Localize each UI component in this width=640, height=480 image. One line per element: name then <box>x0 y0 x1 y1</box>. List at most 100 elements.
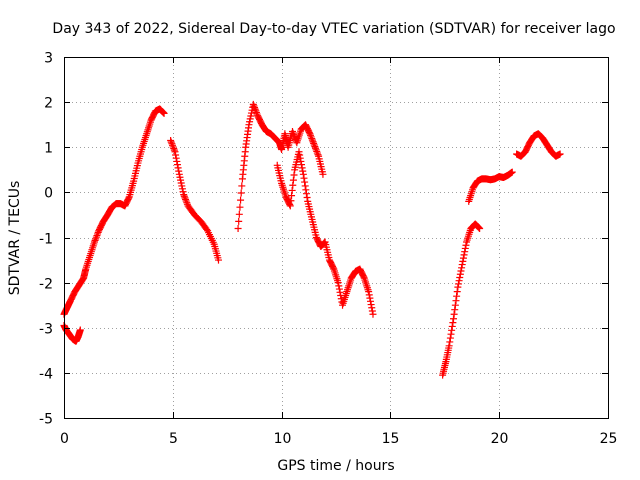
y-tick-label: -5 <box>39 412 53 428</box>
data-point-interp <box>307 133 315 141</box>
series-arc-4 <box>234 100 327 232</box>
data-point-interp <box>335 285 343 293</box>
data-point-interp <box>453 288 461 296</box>
data-point-interp <box>173 157 181 165</box>
data-point <box>90 238 98 246</box>
data-point-interp <box>236 203 244 211</box>
x-tick-label: 20 <box>491 431 509 447</box>
data-point-interp <box>252 108 260 116</box>
data-point-interp <box>311 143 319 151</box>
data-point <box>310 141 318 149</box>
data-point-interp <box>237 196 245 204</box>
series-arc-8 <box>513 130 564 160</box>
data-point-interp <box>296 151 304 159</box>
data-point-interp <box>159 109 167 117</box>
data-point-interp <box>289 176 297 184</box>
data-point-interp <box>288 192 296 200</box>
data-point-interp <box>172 154 180 162</box>
data-point <box>76 326 84 334</box>
data-point-interp <box>313 149 321 157</box>
data-point-interp <box>299 167 307 175</box>
y-tick-label: -3 <box>39 322 53 338</box>
data-point <box>365 288 373 296</box>
data-point <box>167 136 175 144</box>
y-tick-labels: 3 2 1 0 -1 -2 -3 -4 -5 <box>39 51 53 428</box>
data-point-interp <box>92 233 100 241</box>
data-point-interp <box>302 186 310 194</box>
data-point-interp <box>455 277 463 285</box>
data-point-interp <box>174 164 182 172</box>
data-point-interp <box>457 267 465 275</box>
data-point-interp <box>159 108 167 116</box>
data-point-interp <box>451 306 459 314</box>
data-point <box>214 256 222 264</box>
x-tick-label: 15 <box>382 431 400 447</box>
data-point <box>288 127 296 135</box>
data-point <box>450 315 458 323</box>
data-point-interp <box>449 319 457 327</box>
data-point-interp <box>461 248 469 256</box>
data-point-interp <box>172 151 180 159</box>
data-point-interp <box>250 102 258 110</box>
data-point-interp <box>302 190 310 198</box>
data-point-interp <box>360 273 368 281</box>
y-tick-label: 0 <box>44 186 53 202</box>
data-point <box>234 224 242 232</box>
data-point-interp <box>474 223 482 231</box>
x-tick-label: 5 <box>169 431 178 447</box>
data-points <box>60 100 564 379</box>
x-tick-label: 25 <box>600 431 618 447</box>
data-point-interp <box>366 294 374 302</box>
data-point-interp <box>173 161 181 169</box>
data-point <box>334 279 342 287</box>
data-point-interp <box>329 264 337 272</box>
data-point <box>299 170 307 178</box>
data-point <box>369 310 377 318</box>
data-point-interp <box>448 322 456 330</box>
series-arc-1 <box>60 321 84 345</box>
x-tick-labels: 0 5 10 15 20 25 <box>60 431 617 447</box>
data-point-interp <box>301 182 309 190</box>
y-tick-label: 1 <box>44 141 53 157</box>
data-point-interp <box>310 139 318 147</box>
data-point-interp <box>303 194 311 202</box>
data-point-interp <box>298 164 306 172</box>
y-tick-label: -1 <box>39 232 53 248</box>
data-point <box>171 148 179 156</box>
data-point-interp <box>459 254 467 262</box>
axis-ticks <box>64 57 609 419</box>
data-point <box>508 168 516 176</box>
data-point-interp <box>169 143 177 151</box>
data-point-interp <box>458 264 466 272</box>
data-point-interp <box>296 154 304 162</box>
data-point-interp <box>313 147 321 155</box>
data-point-interp <box>125 194 133 202</box>
data-point-interp <box>307 131 315 139</box>
data-point-interp <box>461 244 469 252</box>
data-point-interp <box>297 157 305 165</box>
data-point-interp <box>309 138 317 146</box>
data-point-interp <box>475 224 483 232</box>
data-point-interp <box>462 241 470 249</box>
data-point-interp <box>367 301 375 309</box>
data-point-interp <box>311 144 319 152</box>
data-point-interp <box>252 107 260 115</box>
data-point-interp <box>446 338 454 346</box>
chart-title: Day 343 of 2022, Sidereal Day-to-day VTE… <box>52 21 615 37</box>
series-arc-3 <box>167 136 222 264</box>
data-point-interp <box>182 197 190 205</box>
data-point-interp <box>451 301 459 309</box>
data-point-interp <box>367 297 375 305</box>
data-point-interp <box>308 135 316 143</box>
data-point-interp <box>251 104 259 112</box>
data-point <box>160 109 168 117</box>
y-tick-label: 2 <box>44 96 53 112</box>
data-point-interp <box>301 178 309 186</box>
data-point-interp <box>237 189 245 197</box>
data-point-interp <box>238 182 246 190</box>
data-point-interp <box>447 330 455 338</box>
data-point-interp <box>290 171 298 179</box>
x-axis-label: GPS time / hours <box>277 458 394 474</box>
data-point-interp <box>175 167 183 175</box>
